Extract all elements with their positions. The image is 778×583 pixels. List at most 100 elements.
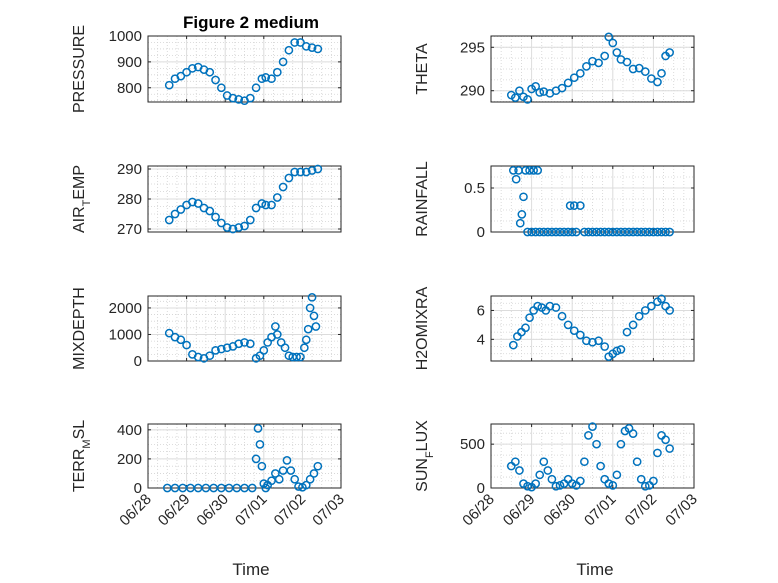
data-point [205, 67, 215, 77]
data-point [632, 227, 642, 237]
figure-title: Figure 2 medium [183, 13, 319, 32]
data-point [182, 340, 191, 350]
y-tick-label: 270 [117, 221, 142, 238]
data-point [523, 95, 532, 104]
data-point [290, 167, 300, 177]
data-point [245, 215, 255, 225]
data-point [211, 212, 220, 222]
data-point [251, 203, 261, 213]
data-point [301, 480, 311, 490]
data-point [284, 45, 294, 55]
y-tick-label: 290 [117, 161, 142, 178]
data-point [176, 71, 186, 81]
data-point [584, 227, 593, 237]
data-point [559, 227, 569, 237]
data-point [569, 326, 579, 336]
data-point [176, 205, 186, 214]
data-point [543, 227, 553, 237]
data-point [508, 340, 518, 350]
data-point [628, 64, 638, 74]
y-axis-label-subscript: M [81, 439, 93, 448]
y-tick-label: 0 [477, 224, 485, 241]
y-tick-label: 1000 [109, 28, 142, 45]
data-point [636, 227, 646, 237]
data-point [612, 470, 622, 480]
data-point [640, 227, 650, 237]
data-point [575, 476, 585, 486]
data-point [511, 93, 520, 103]
data-point [307, 292, 317, 302]
data-point [634, 311, 644, 321]
x-tick-label: 06/29 [155, 491, 194, 530]
y-tick-label: 200 [117, 451, 142, 468]
data-point [525, 313, 534, 323]
data-point [600, 51, 610, 61]
data-point [240, 221, 249, 231]
data-point [296, 167, 305, 177]
axes-frame [490, 295, 695, 362]
data-point [247, 483, 257, 493]
data-point [624, 227, 634, 237]
data-point [649, 476, 658, 486]
data-point [311, 322, 321, 331]
data-point [612, 227, 622, 237]
data-point [272, 193, 282, 202]
data-point [193, 352, 203, 362]
data-point [313, 461, 323, 471]
y-tick-label: 0 [477, 480, 485, 497]
x-tick-label: 07/01 [232, 491, 271, 530]
data-point [563, 78, 573, 88]
y-axis-label-rest: LUX [414, 420, 431, 451]
data-point [228, 93, 238, 103]
y-tick-label: 800 [117, 80, 142, 97]
y-tick-label: 900 [117, 54, 142, 71]
data-point [547, 474, 557, 484]
data-point [307, 43, 317, 52]
data-point [533, 301, 543, 311]
data-point [216, 83, 226, 93]
data-point [569, 73, 579, 83]
data-point [305, 303, 315, 313]
x-tick-label: 07/02 [622, 491, 661, 530]
data-point [665, 306, 674, 315]
data-point [545, 301, 555, 311]
data-point [267, 200, 276, 210]
data-point [205, 351, 215, 361]
data-point [535, 88, 545, 97]
data-point [594, 58, 603, 68]
x-axis-label-left: Time [232, 560, 269, 579]
data-point [188, 64, 197, 73]
data-point [647, 301, 656, 311]
axes-frame [147, 35, 342, 103]
data-point [580, 227, 589, 237]
data-point [661, 435, 670, 445]
y-axis-label: THETA [414, 43, 431, 95]
data-point [261, 200, 271, 210]
data-point [527, 227, 536, 237]
data-point [251, 454, 261, 464]
data-point [653, 448, 662, 458]
data-point [182, 67, 191, 77]
data-point [216, 218, 226, 228]
y-axis-label-subscript: F [424, 451, 436, 458]
subplot-2: 290 295 THETA [414, 32, 695, 104]
data-point [259, 479, 269, 488]
data-point [640, 481, 650, 491]
x-tick-label: 06/30 [193, 491, 232, 530]
data-point [296, 38, 305, 47]
data-point [211, 75, 220, 85]
x-tick-label: 07/03 [662, 491, 701, 530]
data-point [257, 461, 267, 471]
data-point [551, 481, 561, 491]
data-point [193, 199, 203, 208]
axes-frame [490, 423, 695, 489]
y-tick-label: 295 [460, 39, 485, 56]
y-tick-label: 2000 [109, 300, 142, 317]
x-axis-label-right: Time [576, 560, 613, 579]
data-point [294, 482, 303, 491]
data-point [624, 424, 634, 433]
data-point [515, 218, 525, 228]
data-point [205, 206, 215, 216]
